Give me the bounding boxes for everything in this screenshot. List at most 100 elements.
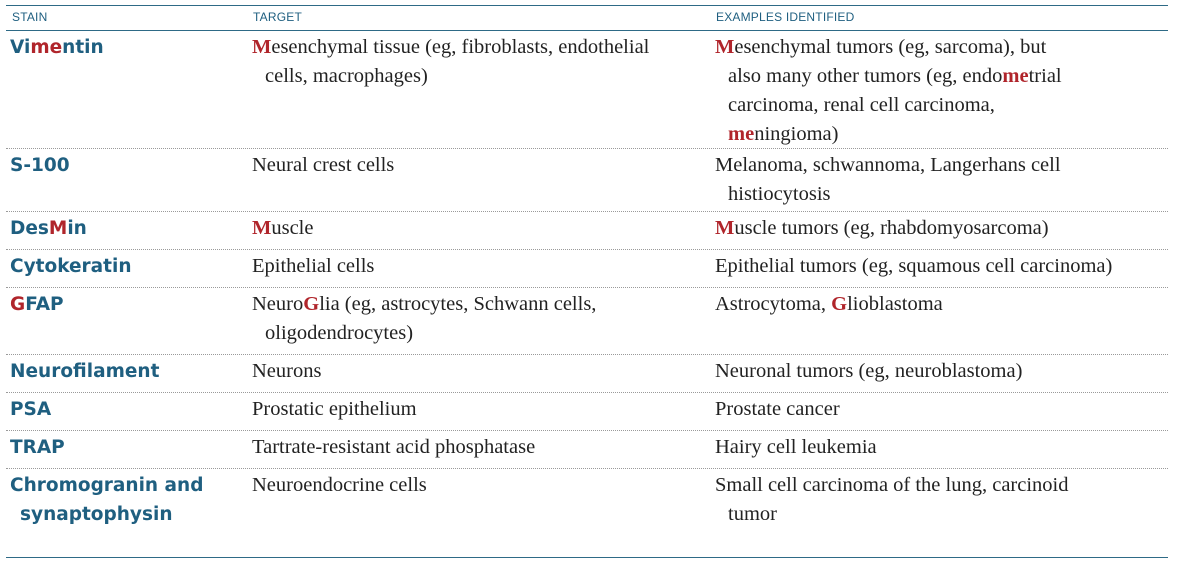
stain-text: Neurofilament [10, 361, 160, 382]
target-cell: Muscle [252, 214, 702, 243]
cell-text: Prostate cancer [715, 398, 840, 420]
examples-cell: Astrocytoma, Glioblastoma [715, 290, 1165, 319]
target-cell-line: Neural crest cells [252, 151, 702, 180]
target-cell: NeuroGlia (eg, astrocytes, Schwann cells… [252, 290, 702, 348]
table-row: PSA Prostatic epithelium Prostate cancer [6, 393, 1168, 431]
target-cell: Epithelial cells [252, 252, 702, 281]
stain-text: me [30, 37, 63, 58]
cell-text: M [252, 36, 272, 58]
table-row: S-100 Neural crest cells Melanoma, schwann… [6, 149, 1168, 212]
examples-cell: Small cell carcinoma of the lung, carcin… [715, 471, 1165, 529]
examples-cell-line: Small cell carcinoma of the lung, carcin… [715, 471, 1165, 500]
examples-cell-line: Epithelial tumors (eg, squamous cell car… [715, 252, 1165, 281]
cell-text: lioblastoma [847, 293, 943, 315]
table-row: Vimentin Mesenchymal tissue (eg, fibrobla… [6, 31, 1168, 149]
stain-name: TRAP [10, 433, 240, 462]
stain-name: Cytokeratin [10, 252, 240, 281]
cell-text: oligodendrocytes) [265, 322, 414, 344]
stain-text: PSA [10, 399, 52, 420]
table-bottom-rule [6, 557, 1168, 558]
examples-cell: Epithelial tumors (eg, squamous cell car… [715, 252, 1165, 281]
stain-text: Vi [10, 37, 31, 58]
examples-cell-line: Melanoma, schwannoma, Langerhans cell [715, 151, 1165, 180]
cell-text: esenchymal tissue (eg, fibroblasts, endo… [271, 36, 650, 58]
header-stain: STAIN [12, 10, 48, 24]
stain-name: PSA [10, 395, 240, 424]
examples-cell-line: Muscle tumors (eg, rhabdomyosarcoma) [715, 214, 1165, 243]
cell-text: carcinoma, renal cell carcinoma, [728, 94, 995, 116]
cell-text: Neurons [252, 360, 322, 382]
target-cell-line: Tartrate-resistant acid phosphatase [252, 433, 702, 462]
stain-text: Chromogranin and [10, 475, 204, 496]
table-header-row: STAIN TARGET EXAMPLES IDENTIFIED [6, 6, 1168, 31]
target-cell-line: Prostatic epithelium [252, 395, 702, 424]
examples-cell: Prostate cancer [715, 395, 1165, 424]
target-cell-line: Muscle [252, 214, 702, 243]
cell-text: M [715, 217, 735, 239]
target-cell-line: Neuroendocrine cells [252, 471, 702, 500]
stain-name: Neurofilament [10, 357, 240, 386]
target-cell-line: cells, macrophages) [252, 62, 702, 91]
target-cell-line: Epithelial cells [252, 252, 702, 281]
table-row: TRAP Tartrate-resistant acid phosphatase H… [6, 431, 1168, 469]
stain-name: DesMin [10, 214, 240, 243]
table-row: Chromogranin and synaptophysin Neuroendocr… [6, 469, 1168, 537]
cell-text: M [252, 217, 272, 239]
table-row: DesMin Muscle Muscle tumors (eg, rhabdomyo… [6, 212, 1168, 250]
target-cell-line: NeuroGlia (eg, astrocytes, Schwann cells… [252, 290, 702, 319]
cell-text: trial [1028, 65, 1062, 87]
cell-text: Neuronal tumors (eg, neuroblastoma) [715, 360, 1023, 382]
examples-cell-line: Hairy cell leukemia [715, 433, 1165, 462]
target-cell-line: Mesenchymal tissue (eg, fibroblasts, end… [252, 33, 702, 62]
cell-text: Astrocytoma, [715, 293, 832, 315]
stain-name: Chromogranin and synaptophysin [10, 471, 240, 529]
cell-text: Prostatic epithelium [252, 398, 417, 420]
table-row: Cytokeratin Epithelial cells Epithelial tu… [6, 250, 1168, 288]
cell-text: Epithelial tumors (eg, squamous cell car… [715, 255, 1113, 277]
cell-text: M [715, 36, 735, 58]
examples-cell: Muscle tumors (eg, rhabdomyosarcoma) [715, 214, 1165, 243]
stain-text: Des [10, 218, 49, 239]
table-body: Vimentin Mesenchymal tissue (eg, fibrobla… [6, 31, 1168, 537]
examples-cell-line: also many other tumors (eg, endometrial [715, 62, 1165, 91]
header-examples: EXAMPLES IDENTIFIED [716, 10, 855, 24]
stain-text: in [67, 218, 87, 239]
cell-text: me [728, 123, 755, 145]
examples-cell: Mesenchymal tumors (eg, sarcoma), but als… [715, 33, 1165, 149]
stain-table: STAIN TARGET EXAMPLES IDENTIFIED Vimenti… [6, 5, 1168, 537]
cell-text: Tartrate-resistant acid phosphatase [252, 436, 536, 458]
target-cell: Mesenchymal tissue (eg, fibroblasts, end… [252, 33, 702, 91]
examples-cell: Melanoma, schwannoma, Langerhans cell his… [715, 151, 1165, 209]
examples-cell: Hairy cell leukemia [715, 433, 1165, 462]
stain-text: FAP [25, 294, 64, 315]
cell-text: lia (eg, astrocytes, Schwann cells, [319, 293, 597, 315]
stain-name-line: synaptophysin [10, 500, 240, 529]
table-row: GFAP NeuroGlia (eg, astrocytes, Schwann c… [6, 288, 1168, 355]
examples-cell-line: Neuronal tumors (eg, neuroblastoma) [715, 357, 1165, 386]
examples-cell-line: Prostate cancer [715, 395, 1165, 424]
target-cell: Neural crest cells [252, 151, 702, 180]
stain-text: S-100 [10, 155, 70, 176]
cell-text: also many other tumors (eg, endo [728, 65, 1003, 87]
target-cell-line: oligodendrocytes) [252, 319, 702, 348]
stain-text: M [48, 218, 68, 239]
target-cell: Tartrate-resistant acid phosphatase [252, 433, 702, 462]
header-target: TARGET [253, 10, 302, 24]
cell-text: esenchymal tumors (eg, sarcoma), but [734, 36, 1047, 58]
table-top-rule [6, 5, 1168, 6]
cell-text: uscle tumors (eg, rhabdomyosarcoma) [734, 217, 1049, 239]
cell-text: Hairy cell leukemia [715, 436, 877, 458]
target-cell: Prostatic epithelium [252, 395, 702, 424]
examples-cell: Neuronal tumors (eg, neuroblastoma) [715, 357, 1165, 386]
stain-text: ntin [62, 37, 104, 58]
stain-name: GFAP [10, 290, 240, 319]
cell-text: Neuro [252, 293, 304, 315]
examples-cell-line: carcinoma, renal cell carcinoma, [715, 91, 1165, 120]
examples-cell-line: Astrocytoma, Glioblastoma [715, 290, 1165, 319]
stain-name: Vimentin [10, 33, 240, 62]
stain-name: S-100 [10, 151, 240, 180]
target-cell: Neurons [252, 357, 702, 386]
target-cell-line: Neurons [252, 357, 702, 386]
cell-text: me [1002, 65, 1029, 87]
stain-text: G [10, 294, 26, 315]
